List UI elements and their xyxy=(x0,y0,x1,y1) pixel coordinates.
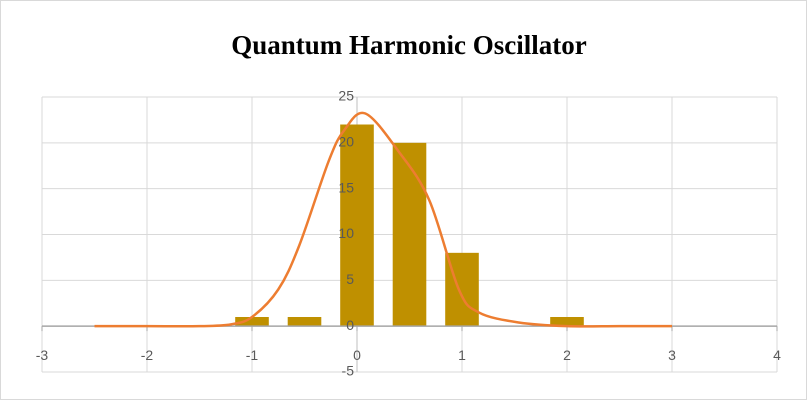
x-tick-label: -1 xyxy=(246,347,259,363)
x-tick-label: -3 xyxy=(36,347,49,363)
chart-title: Quantum Harmonic Oscillator xyxy=(231,30,586,60)
y-tick-label: 0 xyxy=(346,317,354,333)
bar xyxy=(287,317,322,327)
bar xyxy=(550,317,584,327)
x-tick-label: 0 xyxy=(353,347,361,363)
y-tick-label: 20 xyxy=(338,134,354,150)
y-tick-label: -5 xyxy=(342,363,355,379)
y-tick-label: 15 xyxy=(338,179,354,195)
y-tick-label: 5 xyxy=(346,271,354,287)
x-tick-label: 2 xyxy=(563,347,571,363)
y-tick-label: 25 xyxy=(338,88,354,104)
x-tick-label: 3 xyxy=(668,347,676,363)
bar xyxy=(392,142,427,327)
bar xyxy=(340,124,374,327)
y-tick-label: 10 xyxy=(338,225,354,241)
x-tick-label: -2 xyxy=(141,347,154,363)
curve xyxy=(94,111,672,328)
bar xyxy=(235,317,269,327)
x-tick-label: 1 xyxy=(458,347,466,363)
x-tick-label: 4 xyxy=(773,347,781,363)
